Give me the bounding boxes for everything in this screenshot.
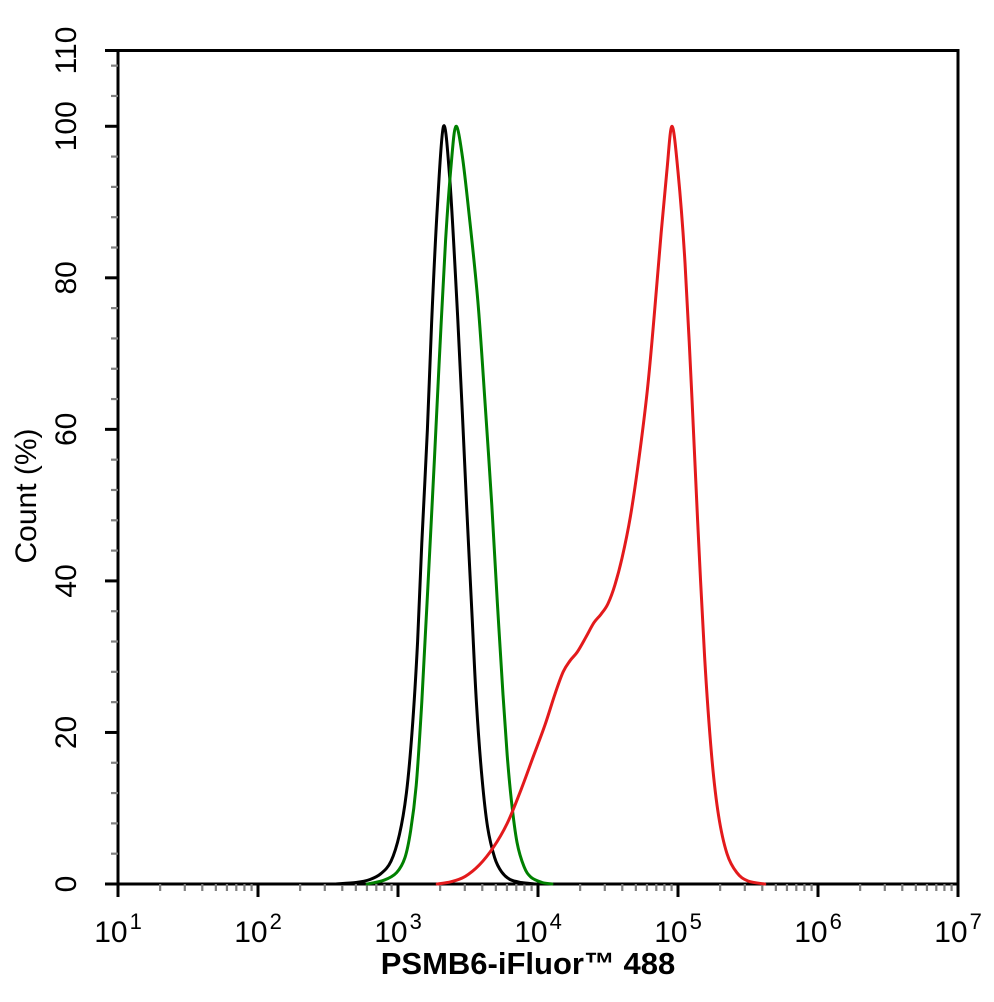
x-tick-label: 103 xyxy=(374,909,422,949)
x-axis-ticks xyxy=(116,884,960,897)
x-tick-label: 105 xyxy=(654,909,702,949)
plot-border xyxy=(116,49,960,886)
x-tick-label: 101 xyxy=(94,909,142,949)
plot-frame xyxy=(116,49,960,886)
curve-green xyxy=(365,124,554,886)
x-tick-label: 106 xyxy=(794,909,842,949)
y-tick-label: 80 xyxy=(50,261,83,294)
y-tick-label: 60 xyxy=(50,413,83,446)
curve-black xyxy=(333,124,537,886)
x-axis-title: PSMB6-iFluor™ 488 xyxy=(381,946,676,981)
x-tick-labels: 101 102 103 104 105 106 107 xyxy=(94,909,982,949)
y-tick-label: 100 xyxy=(50,101,83,151)
y-tick-label: 110 xyxy=(50,27,83,75)
y-axis-title: Count (%) xyxy=(10,428,43,563)
curve-red xyxy=(435,124,767,886)
histogram-curves xyxy=(333,124,767,886)
y-tick-labels: 0 20 40 60 80 100 110 xyxy=(50,27,83,893)
x-tick-label: 104 xyxy=(514,909,562,949)
y-tick-label: 0 xyxy=(50,876,83,893)
x-tick-label: 102 xyxy=(234,909,282,949)
x-tick-label: 107 xyxy=(934,909,982,949)
y-tick-label: 40 xyxy=(50,564,83,597)
y-axis-ticks xyxy=(105,49,118,886)
y-tick-label: 20 xyxy=(50,716,83,749)
